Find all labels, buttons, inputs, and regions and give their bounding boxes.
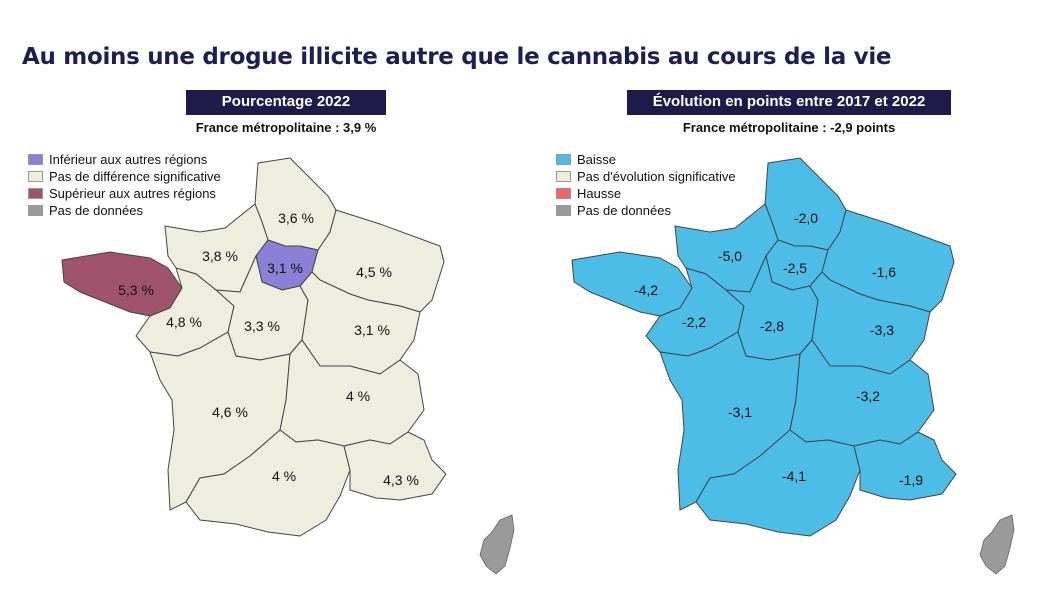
corsica-shape: [979, 514, 1015, 575]
left-legend: Inférieur aux autres régions Pas de diff…: [28, 151, 221, 219]
right-panel-subtitle: France métropolitaine : -2,9 points: [682, 120, 896, 135]
legend-item-higher: Supérieur aux autres régions: [28, 185, 221, 202]
legend-label-hausse: Hausse: [577, 186, 622, 201]
left-value-grand-est: 4,5 %: [356, 264, 392, 280]
right-value-bourgogne-franche-comte: -3,3: [870, 322, 894, 338]
left-value-bretagne: 5,3 %: [118, 282, 154, 298]
right-region-occitanie: [695, 429, 861, 537]
right-value-bretagne: -4,2: [634, 282, 658, 298]
legend-label-baisse: Baisse: [577, 152, 617, 167]
right-value-centre-val-de-loire: -2,8: [760, 318, 784, 334]
left-panel-subtitle: France métropolitaine : 3,9 %: [195, 120, 377, 135]
left-region-occitanie: [185, 429, 351, 537]
legend-item-lower: Inférieur aux autres régions: [28, 151, 221, 168]
legend-item-no-data: Pas de données: [556, 202, 736, 219]
right-value-auvergne-rhone-alpes: -3,2: [856, 388, 880, 404]
legend-swatch-lower: [28, 154, 43, 165]
legend-swatch-no-data-right: [556, 205, 571, 216]
legend-swatch-no-data: [28, 205, 43, 216]
legend-swatch-neutral: [28, 171, 43, 182]
legend-label-neutral: Pas de différence significative: [49, 169, 221, 184]
right-value-normandie: -5,0: [718, 248, 742, 264]
left-value-provence-alpes-cote-azur: 4,3 %: [383, 472, 419, 488]
page-title: Au moins une drogue illicite autre que l…: [22, 44, 892, 70]
left-value-auvergne-rhone-alpes: 4 %: [346, 388, 370, 404]
legend-label-no-data: Pas de données: [577, 203, 671, 218]
right-value-pays-de-la-loire: -2,2: [682, 314, 706, 330]
left-value-bourgogne-franche-comte: 3,1 %: [354, 322, 390, 338]
right-value-nouvelle-aquitaine: -3,1: [728, 404, 752, 420]
left-value-ile-de-france: 3,1 %: [267, 260, 303, 276]
left-value-normandie: 3,8 %: [202, 248, 238, 264]
legend-swatch-higher: [28, 188, 43, 199]
corsica-shape: [479, 514, 515, 575]
right-value-grand-est: -1,6: [872, 264, 896, 280]
right-value-provence-alpes-cote-azur: -1,9: [899, 472, 923, 488]
right-legend: Baisse Pas d'évolution significative Hau…: [556, 151, 736, 219]
legend-label-lower: Inférieur aux autres régions: [49, 152, 208, 167]
left-value-occitanie: 4 %: [272, 468, 296, 484]
right-value-ile-de-france: -2,5: [783, 260, 807, 276]
right-map: -2,0 -5,0 -2,5 -1,6 -4,2 -2,2 -2,8 -3,3 -3,1 -3,2…: [571, 157, 1015, 575]
legend-item-hausse: Hausse: [556, 185, 736, 202]
legend-label-no-data: Pas de données: [49, 203, 143, 218]
legend-swatch-no-change: [556, 171, 571, 182]
legend-label-higher: Supérieur aux autres régions: [49, 186, 216, 201]
left-map: 3,6 % 3,8 % 3,1 % 4,5 % 5,3 % 4,8 % 3,3 % 3,1 %…: [61, 157, 515, 575]
legend-swatch-hausse: [556, 188, 571, 199]
right-panel-header: Évolution en points entre 2017 et 2022: [627, 90, 951, 115]
left-region-provence-alpes-cote-azur: [343, 431, 447, 501]
right-region-bretagne: [571, 251, 693, 317]
legend-item-no-change: Pas d'évolution significative: [556, 168, 736, 185]
left-value-hauts-de-france: 3,6 %: [278, 210, 314, 226]
left-value-centre-val-de-loire: 3,3 %: [244, 318, 280, 334]
legend-item-baisse: Baisse: [556, 151, 736, 168]
legend-swatch-baisse: [556, 154, 571, 165]
legend-item-neutral: Pas de différence significative: [28, 168, 221, 185]
right-value-occitanie: -4,1: [782, 468, 806, 484]
left-value-nouvelle-aquitaine: 4,6 %: [212, 404, 248, 420]
legend-label-no-change: Pas d'évolution significative: [577, 169, 736, 184]
left-value-pays-de-la-loire: 4,8 %: [166, 314, 202, 330]
left-panel-header: Pourcentage 2022: [186, 90, 386, 115]
right-region-provence-alpes-cote-azur: [853, 431, 957, 501]
legend-item-no-data: Pas de données: [28, 202, 221, 219]
right-value-hauts-de-france: -2,0: [794, 210, 818, 226]
